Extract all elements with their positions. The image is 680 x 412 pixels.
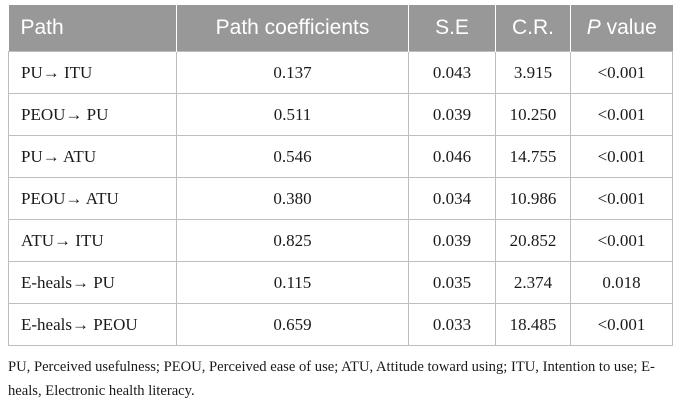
- cell-cr: 18.485: [495, 303, 571, 346]
- header-path: Path: [8, 5, 177, 52]
- table-row: PEOU→ ATU 0.380 0.034 10.986 <0.001: [8, 177, 673, 220]
- cell-p-value: <0.001: [570, 177, 673, 220]
- cell-se: 0.046: [408, 135, 496, 178]
- cell-coefficient: 0.546: [176, 135, 409, 178]
- cell-p-value: <0.001: [570, 93, 673, 136]
- header-p-rest: value: [600, 16, 657, 39]
- cell-se: 0.043: [408, 51, 496, 94]
- table-header: Path Path coefficients S.E C.R. P value: [8, 5, 673, 52]
- cell-se: 0.034: [408, 177, 496, 220]
- cell-p-value: <0.001: [570, 303, 673, 346]
- cell-coefficient: 0.825: [176, 219, 409, 262]
- header-p-value: P value: [570, 5, 673, 52]
- table-row: PEOU→ PU 0.511 0.039 10.250 <0.001: [8, 93, 673, 136]
- cell-p-value: <0.001: [570, 135, 673, 178]
- cell-coefficient: 0.115: [176, 261, 409, 304]
- cell-p-value: 0.018: [570, 261, 673, 304]
- cell-coefficient: 0.659: [176, 303, 409, 346]
- cell-path: PEOU→ ATU: [8, 177, 177, 220]
- cell-coefficient: 0.511: [176, 93, 409, 136]
- table-row: ATU→ ITU 0.825 0.039 20.852 <0.001: [8, 219, 673, 262]
- table-row: PU→ ATU 0.546 0.046 14.755 <0.001: [8, 135, 673, 178]
- header-se: S.E: [408, 5, 496, 52]
- table-footnote: PU, Perceived usefulness; PEOU, Perceive…: [8, 359, 655, 399]
- table-row: PU→ ITU 0.137 0.043 3.915 <0.001: [8, 51, 673, 94]
- cell-path: PU→ ITU: [8, 51, 177, 94]
- cell-path: PU→ ATU: [8, 135, 177, 178]
- cell-path: ATU→ ITU: [8, 219, 177, 262]
- table-body: PU→ ITU 0.137 0.043 3.915 <0.001 PEOU→ P…: [8, 51, 673, 346]
- cell-cr: 14.755: [495, 135, 571, 178]
- cell-path: E-heals→ PU: [8, 261, 177, 304]
- cell-p-value: <0.001: [570, 51, 673, 94]
- cell-cr: 10.250: [495, 93, 571, 136]
- table-row: E-heals→ PU 0.115 0.035 2.374 0.018: [8, 261, 673, 304]
- cell-cr: 20.852: [495, 219, 571, 262]
- cell-path: E-heals→ PEOU: [8, 303, 177, 346]
- path-analysis-table-container: Path Path coefficients S.E C.R. P value …: [8, 5, 673, 346]
- cell-coefficient: 0.380: [176, 177, 409, 220]
- cell-coefficient: 0.137: [176, 51, 409, 94]
- header-p-italic: P: [586, 16, 601, 39]
- cell-se: 0.039: [408, 219, 496, 262]
- header-cr: C.R.: [495, 5, 571, 52]
- cell-cr: 3.915: [495, 51, 571, 94]
- cell-cr: 2.374: [495, 261, 571, 304]
- cell-p-value: <0.001: [570, 219, 673, 262]
- path-analysis-table: Path Path coefficients S.E C.R. P value …: [8, 5, 673, 346]
- cell-se: 0.039: [408, 93, 496, 136]
- table-row: E-heals→ PEOU 0.659 0.033 18.485 <0.001: [8, 303, 673, 346]
- cell-se: 0.033: [408, 303, 496, 346]
- cell-cr: 10.986: [495, 177, 571, 220]
- header-path-coefficients: Path coefficients: [176, 5, 409, 52]
- cell-se: 0.035: [408, 261, 496, 304]
- cell-path: PEOU→ PU: [8, 93, 177, 136]
- header-row: Path Path coefficients S.E C.R. P value: [8, 5, 673, 52]
